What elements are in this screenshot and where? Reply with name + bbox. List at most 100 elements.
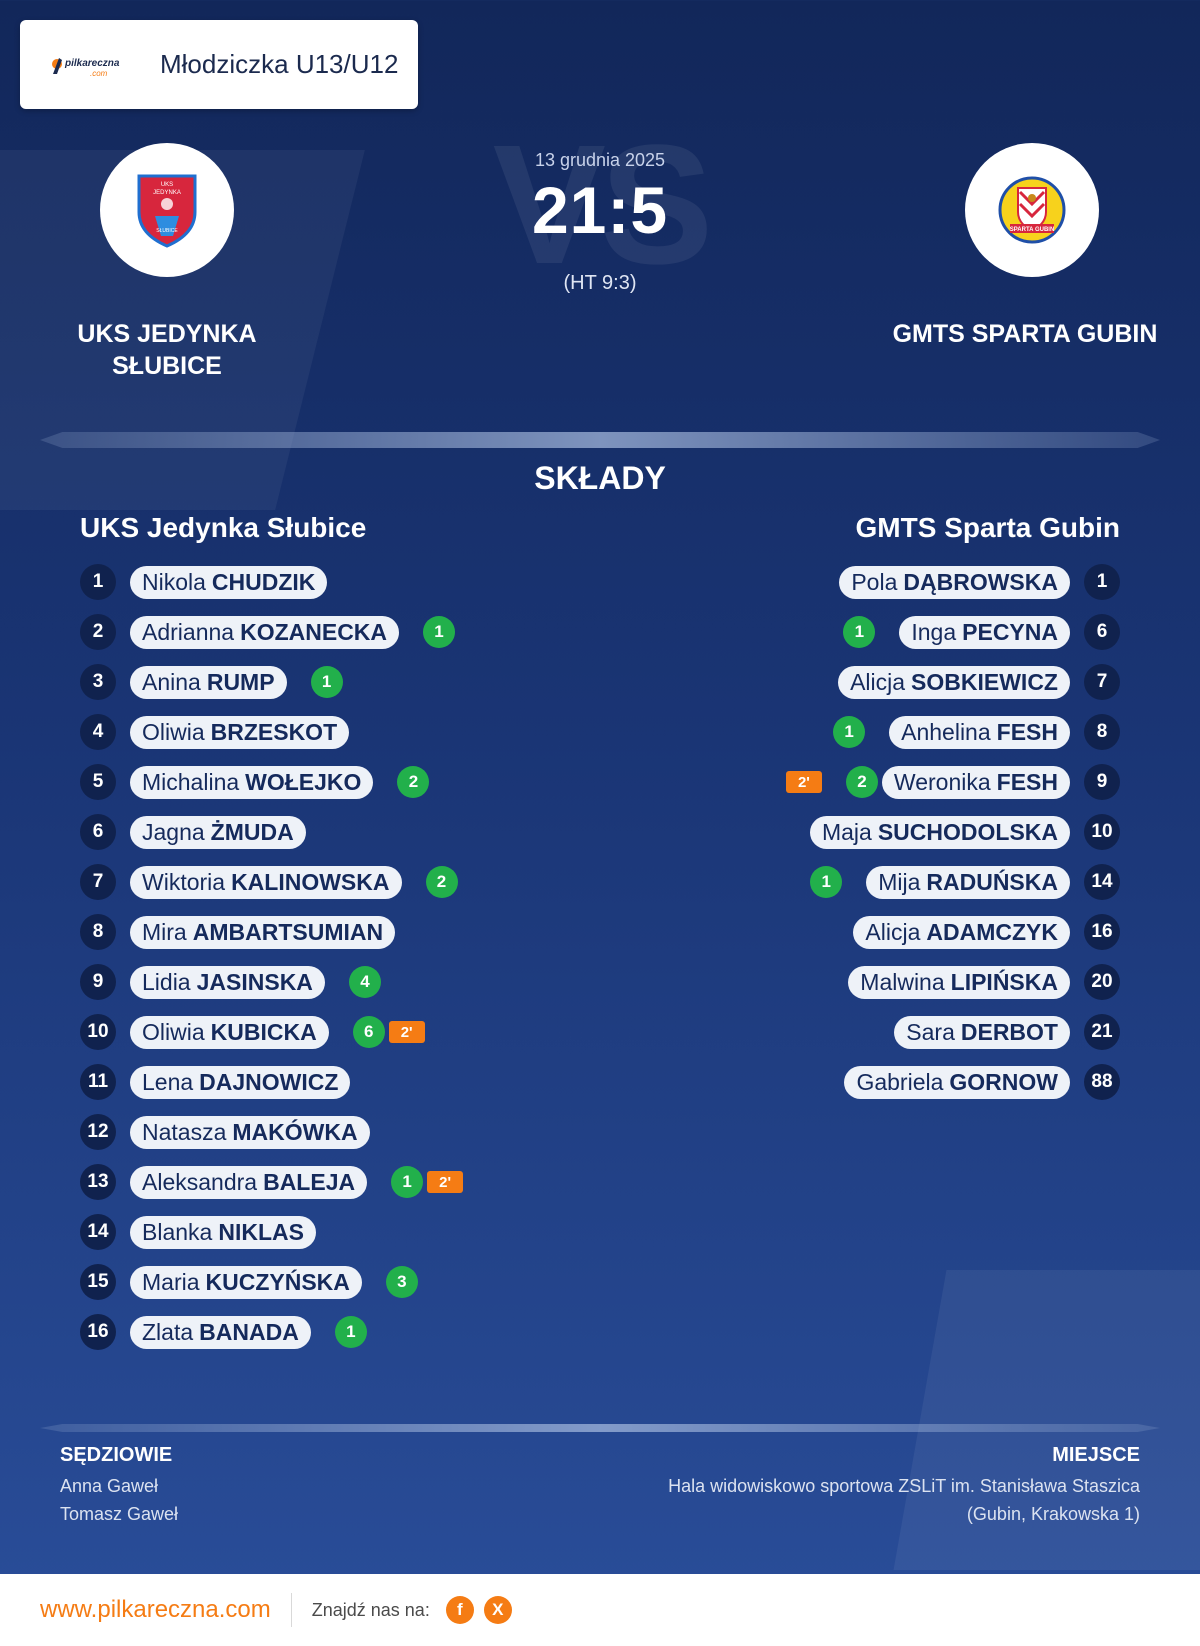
player-name[interactable]: Anhelina FESH [889,715,1070,749]
player-number: 7 [80,864,116,900]
section-divider [40,432,1160,448]
player-row[interactable]: 15 Maria KUCZYŃSKA 3 [80,1257,463,1307]
player-name[interactable]: Oliwia BRZESKOT [130,715,350,749]
player-name[interactable]: Zlata BANADA [130,1315,311,1349]
goals-badge: 1 [810,866,843,898]
player-last-name: CHUDZIK [211,568,316,595]
player-name[interactable]: Lena DAJNOWICZ [130,1065,351,1099]
player-first-name: Michalina [142,768,240,795]
player-name[interactable]: Blanka NIKLAS [130,1215,316,1249]
player-number: 14 [1084,864,1120,900]
player-row[interactable]: Pola DĄBROWSKA 1 [786,557,1120,607]
player-last-name: LIPIŃSKA [950,968,1058,995]
away-team-name[interactable]: GMTS SPARTA GUBIN [892,320,1158,348]
site-link[interactable]: www.pilkareczna.com [40,1596,271,1623]
player-row[interactable]: Alicja SOBKIEWICZ 7 [786,657,1120,707]
player-name[interactable]: Pola DĄBROWSKA [839,565,1070,599]
referee-name: Anna Gaweł [60,1476,159,1496]
player-row[interactable]: 1 Anhelina FESH 8 [786,707,1120,757]
player-row[interactable]: 10 Oliwia KUBICKA 6 2' [80,1007,463,1057]
player-row[interactable]: 1 Nikola CHUDZIK [80,557,463,607]
player-row[interactable]: Maja SUCHODOLSKA 10 [786,807,1120,857]
player-last-name: PECYNA [962,618,1058,645]
player-name[interactable]: Michalina WOŁEJKO [130,765,374,799]
player-number: 3 [80,664,116,700]
player-row[interactable]: 3 Anina RUMP 1 [80,657,463,707]
player-row[interactable]: 12 Natasza MAKÓWKA [80,1107,463,1157]
player-name[interactable]: Nikola CHUDZIK [130,565,328,599]
player-name[interactable]: Jagna ŻMUDA [130,815,306,849]
player-number: 10 [80,1014,116,1050]
match-score: 21:5 [531,173,669,247]
player-name[interactable]: Alicja ADAMCZYK [853,915,1070,949]
player-row[interactable]: 13 Aleksandra BALEJA 1 2' [80,1157,464,1207]
player-row[interactable]: 5 Michalina WOŁEJKO 2 [80,757,463,807]
penalty-badge: 2' [427,1171,464,1193]
player-name[interactable]: Natasza MAKÓWKA [130,1115,370,1149]
player-row[interactable]: 1 Inga PECYNA 6 [786,607,1120,657]
player-number: 10 [1084,814,1120,850]
player-row[interactable]: Malwina LIPIŃSKA 20 [786,957,1120,1007]
player-name[interactable]: Malwina LIPIŃSKA [848,965,1070,999]
player-row[interactable]: 7 Wiktoria KALINOWSKA 2 [80,857,463,907]
home-team-logo[interactable]: UKS JEDYNKA SŁUBICE [100,143,234,277]
player-name[interactable]: Weronika FESH [881,765,1070,799]
player-name[interactable]: Mira AMBARTSUMIAN [130,915,396,949]
background-shape [893,1270,1200,1570]
crest-text: JEDYNKA [153,190,181,196]
facebook-icon[interactable]: f [445,1596,474,1624]
player-first-name: Blanka [142,1218,213,1245]
player-last-name: DERBOT [960,1018,1058,1045]
player-row[interactable]: 2 Adrianna KOZANECKA 1 [80,607,463,657]
player-name[interactable]: Adrianna KOZANECKA [130,615,400,649]
player-number: 21 [1084,1014,1120,1050]
player-name[interactable]: Gabriela GORNOW [844,1065,1070,1099]
player-first-name: Zlata [142,1318,194,1345]
away-team-logo[interactable]: SPARTA GUBIN [965,143,1099,277]
home-team-name[interactable]: UKS JEDYNKA SŁUBICE [47,318,287,382]
logo-text: pilkareczna [64,58,120,69]
venue-title: MIEJSCE [1052,1444,1140,1466]
player-name[interactable]: Mija RADUŃSKA [866,865,1070,899]
home-team-name-line: SŁUBICE [112,352,222,380]
player-last-name: SOBKIEWICZ [911,668,1058,695]
lineups-title: SKŁADY [534,460,666,496]
player-row[interactable]: Gabriela GORNOW 88 [786,1057,1120,1107]
player-name[interactable]: Anina RUMP [130,665,287,699]
referees-title: SĘDZIOWIE [60,1444,173,1466]
player-row[interactable]: 6 Jagna ŻMUDA [80,807,463,857]
player-name[interactable]: Oliwia KUBICKA [130,1015,329,1049]
penalty-badge: 2' [388,1021,425,1043]
player-name[interactable]: Maja SUCHODOLSKA [809,815,1070,849]
player-name[interactable]: Inga PECYNA [899,615,1070,649]
player-row[interactable]: Alicja ADAMCZYK 16 [786,907,1120,957]
player-row[interactable]: Sara DERBOT 21 [786,1007,1120,1057]
home-roster: 1 Nikola CHUDZIK 2 Adrianna KOZANECKA 1 3 Anina R… [80,557,464,1357]
player-row[interactable]: 4 Oliwia BRZESKOT [80,707,463,757]
player-number: 9 [80,964,116,1000]
player-first-name: Wiktoria [142,868,226,895]
pilkareczna-logo[interactable]: pilkareczna .com [50,45,140,85]
player-number: 5 [80,764,116,800]
player-row[interactable]: 11 Lena DAJNOWICZ [80,1057,463,1107]
player-name[interactable]: Wiktoria KALINOWSKA [130,865,402,899]
player-last-name: DĄBROWSKA [903,568,1058,595]
player-name[interactable]: Sara DERBOT [894,1015,1070,1049]
player-name[interactable]: Aleksandra BALEJA [130,1165,368,1199]
player-row[interactable]: 1 Mija RADUŃSKA 14 [786,857,1120,907]
goals-badge: 2 [845,766,878,798]
player-name[interactable]: Maria KUCZYŃSKA [130,1265,362,1299]
league-header: pilkareczna .com Młodziczka U13/U12 [20,20,418,109]
player-row[interactable]: 9 Lidia JASINSKA 4 [80,957,463,1007]
player-name[interactable]: Alicja SOBKIEWICZ [838,665,1070,699]
player-number: 1 [1084,564,1120,600]
player-row[interactable]: 2' 2 Weronika FESH 9 [785,757,1120,807]
player-row[interactable]: 16 Zlata BANADA 1 [80,1307,463,1357]
player-first-name: Sara [906,1018,955,1045]
player-row[interactable]: 8 Mira AMBARTSUMIAN [80,907,463,957]
player-first-name: Oliwia [142,1018,205,1045]
player-number: 1 [80,564,116,600]
player-name[interactable]: Lidia JASINSKA [130,965,325,999]
player-row[interactable]: 14 Blanka NIKLAS [80,1207,463,1257]
x-icon[interactable]: X [483,1596,512,1624]
